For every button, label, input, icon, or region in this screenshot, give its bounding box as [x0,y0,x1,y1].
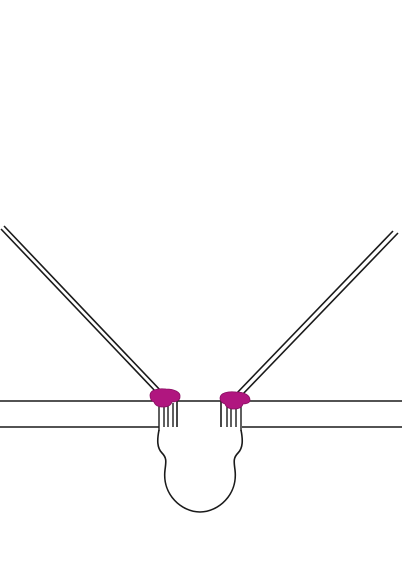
left-joint-leads [158,403,174,431]
horizontal-bar-middle [176,400,222,427]
bulb-housing [156,429,244,513]
left-joint-cap [149,388,181,408]
right-joint-cap [219,391,251,410]
right-diagonal-rod [234,230,399,397]
horizontal-bar-left [0,400,159,428]
horizontal-bar-right [242,400,402,428]
left-diagonal-rod [0,225,163,394]
